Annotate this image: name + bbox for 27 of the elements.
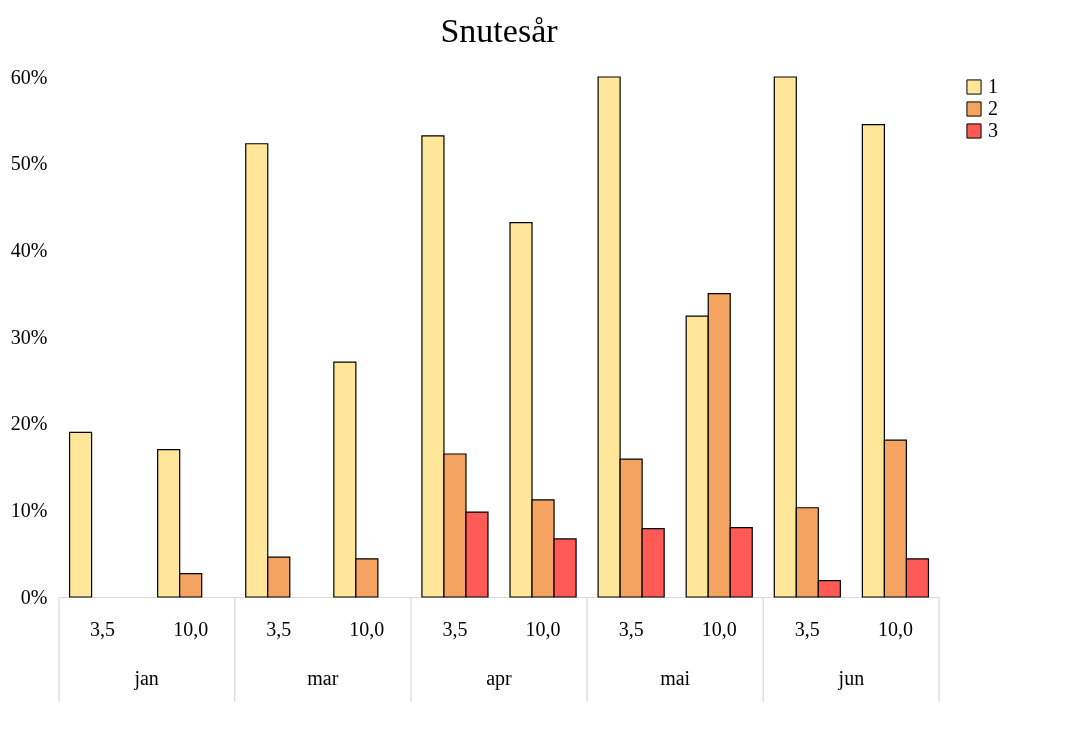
x-tick-label: 10,0 (349, 617, 385, 640)
x-tick-label: 10,0 (701, 617, 737, 640)
text: jun (837, 667, 865, 690)
y-tick-label: 0% (20, 585, 48, 608)
bar (68, 431, 93, 598)
x-tick-label: 10,0 (877, 617, 913, 640)
y-tick-label: 40% (10, 238, 48, 261)
text: jan (133, 667, 159, 690)
x-tick-label: 3,5 (90, 617, 116, 640)
y-tick-label: 30% (10, 325, 48, 348)
x-tick-label: 3,5 (442, 617, 468, 640)
y-tick-label: 10% (10, 498, 48, 521)
x-tick-label: 10,0 (173, 617, 209, 640)
y-tick-label: 20% (10, 412, 48, 435)
x-tick-label: 3,5 (794, 617, 820, 640)
x-tick-label: 3,5 (618, 617, 644, 640)
text: mar (307, 667, 339, 689)
y-tick-label: 60% (10, 65, 48, 88)
x-tick-label: 10,0 (525, 617, 561, 640)
legend-label: 3 (988, 119, 998, 141)
x-tick-label: 3,5 (266, 617, 292, 640)
legend-label: 1 (988, 75, 998, 97)
text: mai (660, 667, 691, 689)
text: apr (486, 667, 513, 690)
chart-title: Snutesår (440, 12, 559, 49)
y-tick-label: 50% (10, 152, 48, 175)
legend-label: 2 (988, 97, 998, 119)
